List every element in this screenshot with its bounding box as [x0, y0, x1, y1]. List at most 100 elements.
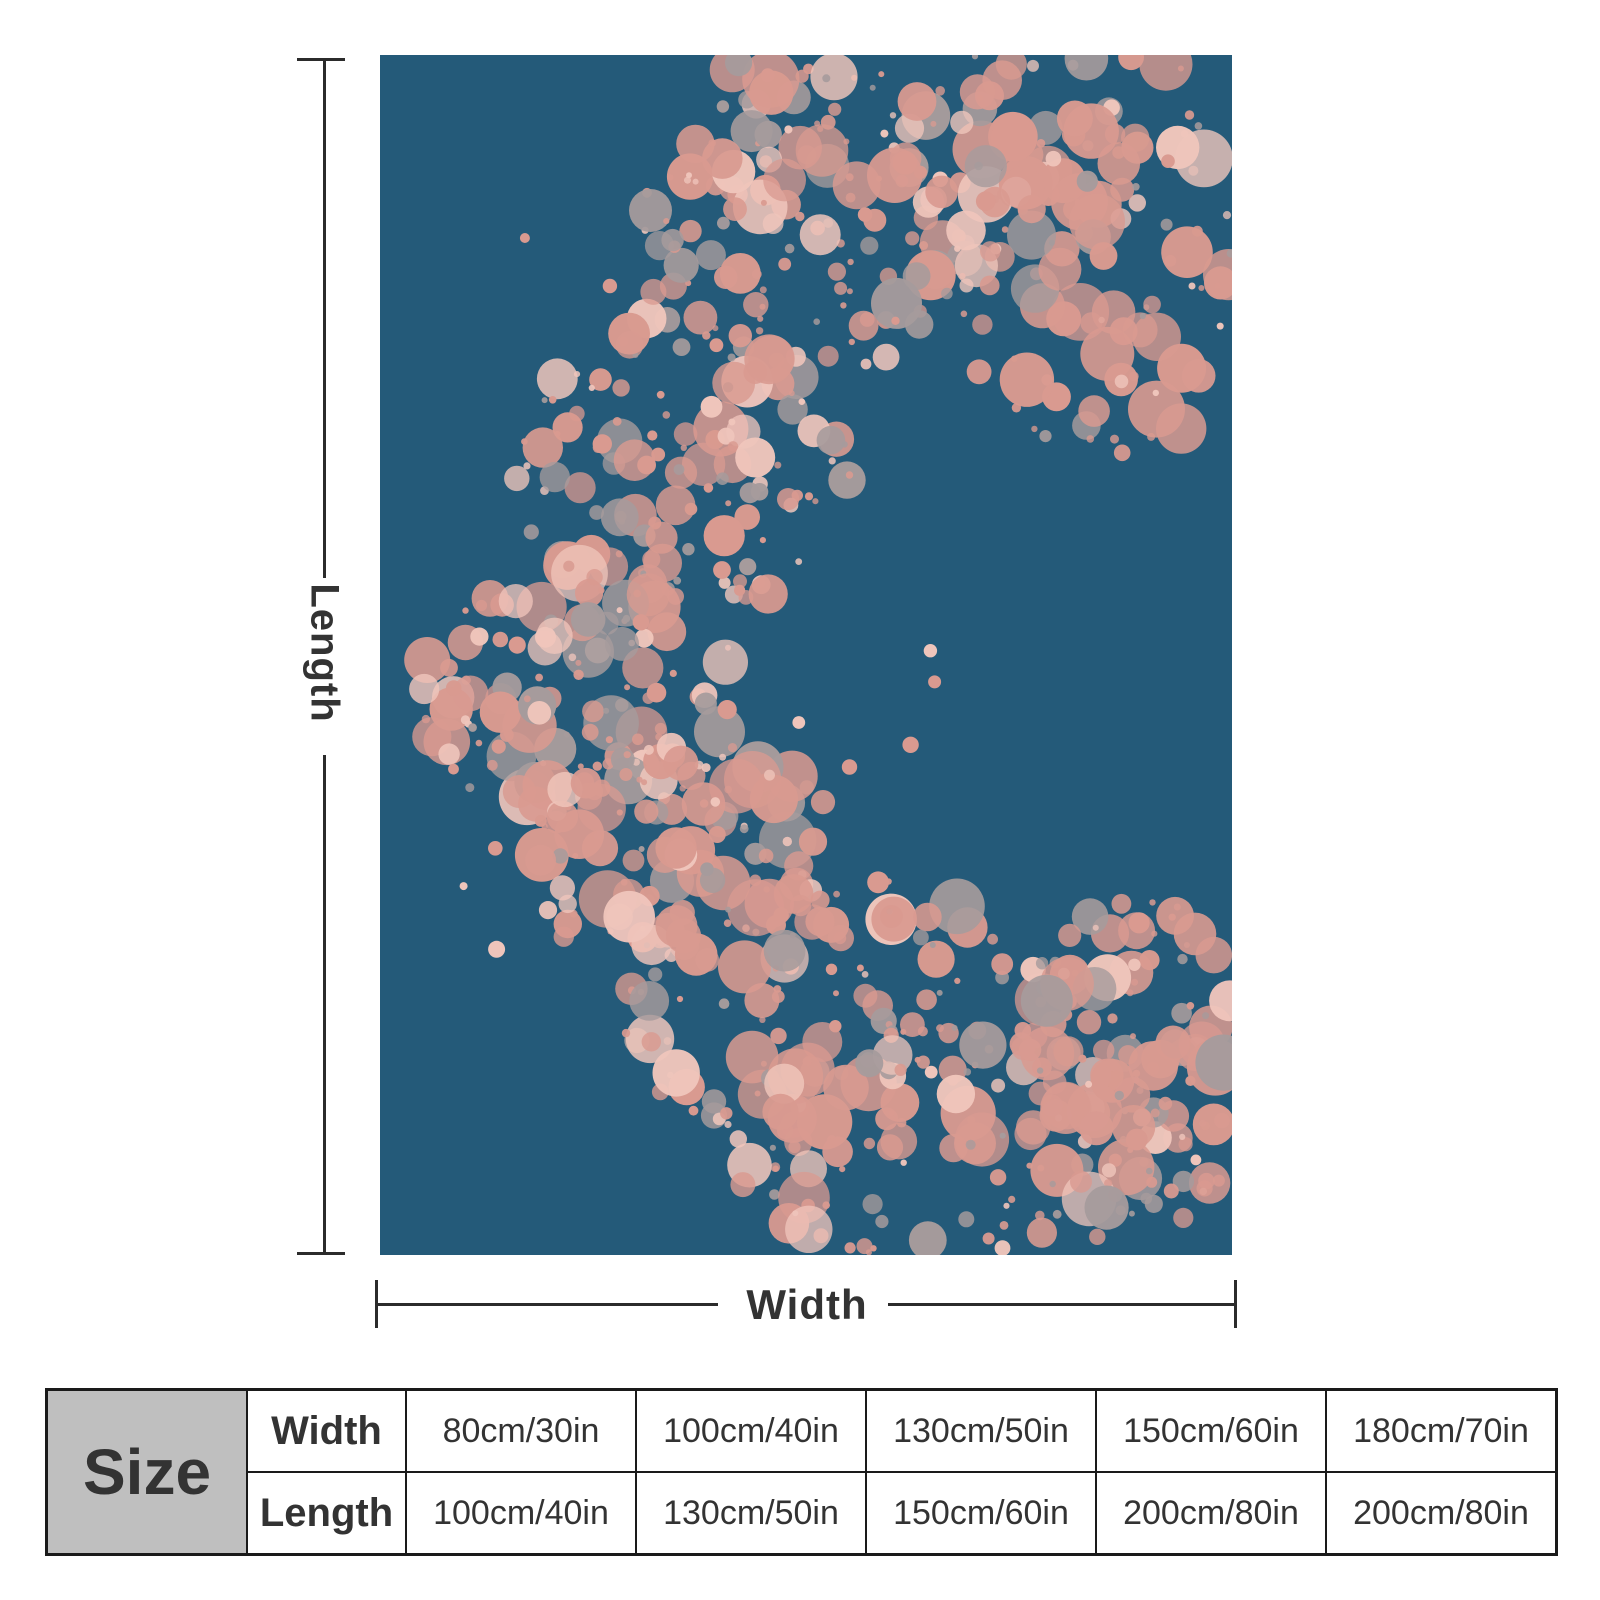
splatter-dot — [488, 841, 503, 856]
splatter-dot — [840, 302, 847, 309]
splatter-dot — [695, 240, 726, 271]
splatter-dot — [913, 165, 928, 179]
splatter-dot — [1122, 312, 1158, 348]
splatter-dot — [710, 535, 718, 542]
splatter-dot — [641, 779, 648, 786]
splatter-dot — [1139, 312, 1146, 320]
splatter-dot — [1056, 100, 1093, 137]
splatter-dot — [1160, 218, 1173, 231]
splatter-dot — [1132, 1069, 1141, 1078]
splatter-dot — [792, 716, 806, 729]
splatter-dot — [1017, 195, 1046, 224]
splatter-dot — [1052, 1209, 1062, 1219]
splatter-dot — [987, 933, 998, 945]
splatter-dot — [785, 1205, 833, 1254]
splatter-dot — [1156, 896, 1194, 935]
splatter-dot — [1084, 1185, 1129, 1230]
splatter-dot — [822, 1136, 853, 1168]
splatter-dot — [954, 977, 961, 985]
splatter-dot — [1045, 150, 1062, 167]
splatter-dot — [581, 723, 599, 741]
splatter-dot — [802, 1022, 843, 1062]
splatter-dot — [702, 331, 711, 340]
splatter-dot — [1212, 1174, 1225, 1187]
splatter-dot — [1038, 247, 1082, 291]
splatter-dot — [963, 1068, 972, 1076]
splatter-dot — [878, 71, 885, 78]
splatter-dot — [667, 588, 684, 605]
splatter-dot — [589, 368, 612, 391]
splatter-dot — [958, 1211, 975, 1228]
splatter-dot — [684, 502, 698, 516]
splatter-dot — [991, 115, 1037, 162]
splatter-dot — [1192, 1103, 1232, 1146]
splatter-dot — [860, 358, 872, 370]
splatter-dot — [727, 743, 738, 753]
splatter-dot — [682, 543, 695, 556]
splatter-dot — [570, 602, 606, 637]
splatter-dot — [994, 1240, 1011, 1255]
width-value: 80cm/30in — [405, 1388, 637, 1473]
splatter-dot — [828, 102, 842, 116]
splatter-dot — [1209, 980, 1232, 1022]
splatter-dot — [771, 990, 785, 1003]
splatter-dot — [924, 1065, 938, 1079]
splatter-dot — [773, 874, 814, 914]
splatter-dot — [762, 1093, 799, 1130]
splatter-dot — [1121, 131, 1154, 164]
splatter-dot — [905, 231, 920, 246]
splatter-dot — [683, 300, 718, 335]
splatter-dot — [773, 985, 782, 993]
splatter-dot — [822, 74, 831, 83]
splatter-dot — [817, 345, 839, 367]
splatter-dot — [825, 963, 838, 975]
splatter-dot — [539, 461, 570, 493]
splatter-dot — [930, 120, 937, 127]
splatter-dot — [946, 210, 986, 251]
splatter-dot — [919, 241, 929, 250]
splatter-dot — [536, 358, 578, 400]
splatter-dot — [1039, 1099, 1073, 1132]
splatter-dot — [1126, 989, 1134, 997]
splatter-dot — [634, 799, 659, 824]
splatter-dot — [665, 918, 702, 954]
splatter-dot — [619, 768, 633, 781]
splatter-dot — [853, 983, 878, 1008]
length-top-cap — [297, 58, 345, 61]
splatter-dot — [1177, 953, 1188, 965]
splatter-dot — [608, 312, 650, 355]
splatter-dot — [769, 1189, 780, 1200]
splatter-dot — [582, 700, 604, 723]
splatter-dot — [813, 318, 820, 326]
splatter-dot — [763, 929, 806, 972]
splatter-dot — [855, 1049, 884, 1078]
splatter-dot — [725, 906, 732, 913]
splatter-dot — [788, 390, 795, 397]
splatter-dot — [1105, 1058, 1119, 1072]
splatter-dot — [759, 1016, 766, 1023]
splatter-dot — [445, 680, 462, 696]
splatter-dot — [728, 324, 752, 348]
splatter-dot — [709, 758, 764, 814]
splatter-dot — [759, 286, 767, 294]
splatter-dot — [972, 314, 993, 335]
splatter-dot — [538, 901, 558, 920]
splatter-dot — [577, 763, 584, 770]
splatter-dot — [891, 316, 900, 325]
splatter-dot — [950, 110, 974, 134]
splatter-dot — [700, 395, 723, 418]
splatter-dot — [1110, 434, 1119, 444]
width-label: Width — [746, 1281, 868, 1328]
splatter-dot — [404, 637, 451, 683]
splatter-dot — [586, 569, 603, 586]
splatter-dot — [889, 112, 897, 119]
splatter-dot — [525, 844, 556, 876]
splatter-dot — [655, 827, 697, 869]
splatter-dot — [960, 310, 968, 318]
splatter-dot — [1150, 1108, 1160, 1118]
splatter-dot — [622, 849, 645, 872]
splatter-dot — [839, 1166, 846, 1173]
length-line-lower — [323, 755, 326, 1255]
splatter-dot — [1018, 1038, 1042, 1061]
splatter-dot — [929, 942, 936, 948]
